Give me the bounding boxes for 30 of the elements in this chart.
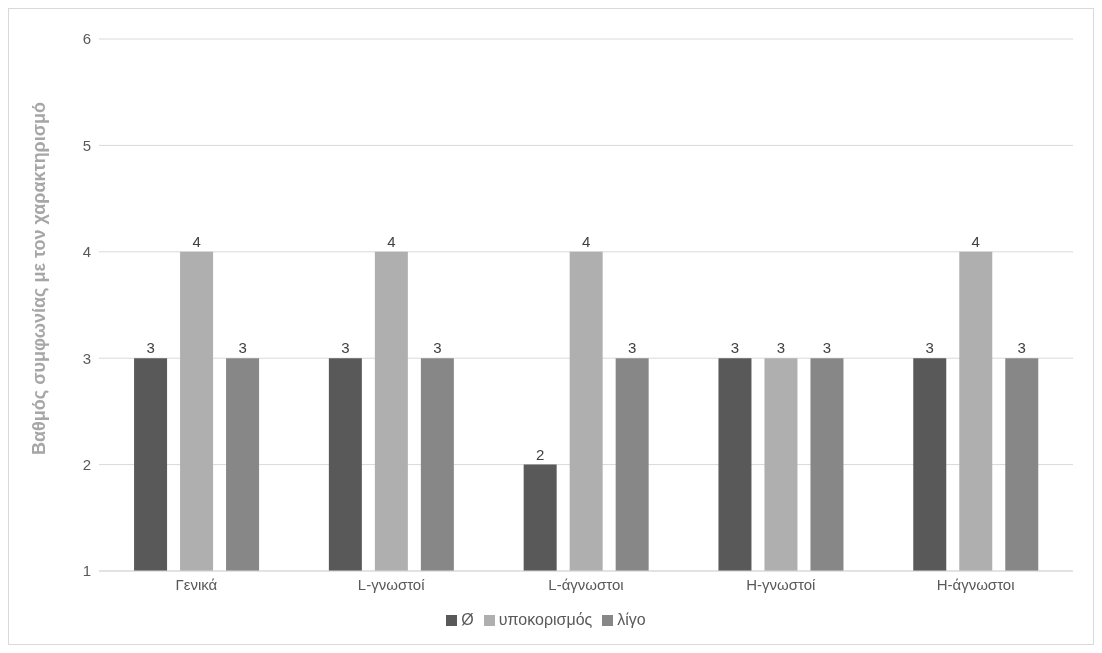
legend-label: υποκορισμός	[498, 611, 593, 628]
legend-label: Ø	[461, 611, 474, 628]
data-label: 4	[971, 232, 980, 250]
data-label: 4	[192, 232, 201, 250]
legend-label: λίγο	[617, 611, 646, 628]
data-label: 3	[730, 339, 740, 357]
y-tick-label: 2	[82, 455, 91, 473]
x-tick-label: H-άγνωστοι	[936, 575, 1015, 593]
x-tick-label: Γενικά	[175, 575, 218, 593]
data-label: 3	[238, 339, 247, 357]
data-label: 4	[387, 232, 396, 250]
x-tick-label: L-άγνωστοι	[548, 575, 624, 593]
data-label: 3	[776, 339, 786, 357]
y-axis-title: Βαθμός συμφωνίας με τον χαρακτηρισμό	[29, 101, 50, 455]
data-label: 3	[341, 339, 350, 357]
y-tick-label: 5	[82, 136, 91, 154]
y-tick-label: 3	[82, 349, 91, 367]
data-label: 2	[535, 445, 545, 463]
data-label: 3	[822, 339, 832, 357]
x-tick-label: L-γνωστοί	[357, 575, 426, 593]
data-label: 3	[627, 339, 637, 357]
data-label: 3	[433, 339, 442, 357]
x-tick-label: H-γνωστοί	[746, 575, 817, 593]
y-tick-label: 1	[82, 562, 91, 580]
data-label: 3	[925, 339, 934, 357]
data-label: 4	[581, 232, 591, 250]
data-label: 3	[1017, 339, 1026, 357]
y-tick-label: 4	[82, 243, 91, 261]
data-label: 3	[146, 339, 155, 357]
y-tick-label: 6	[82, 30, 91, 48]
